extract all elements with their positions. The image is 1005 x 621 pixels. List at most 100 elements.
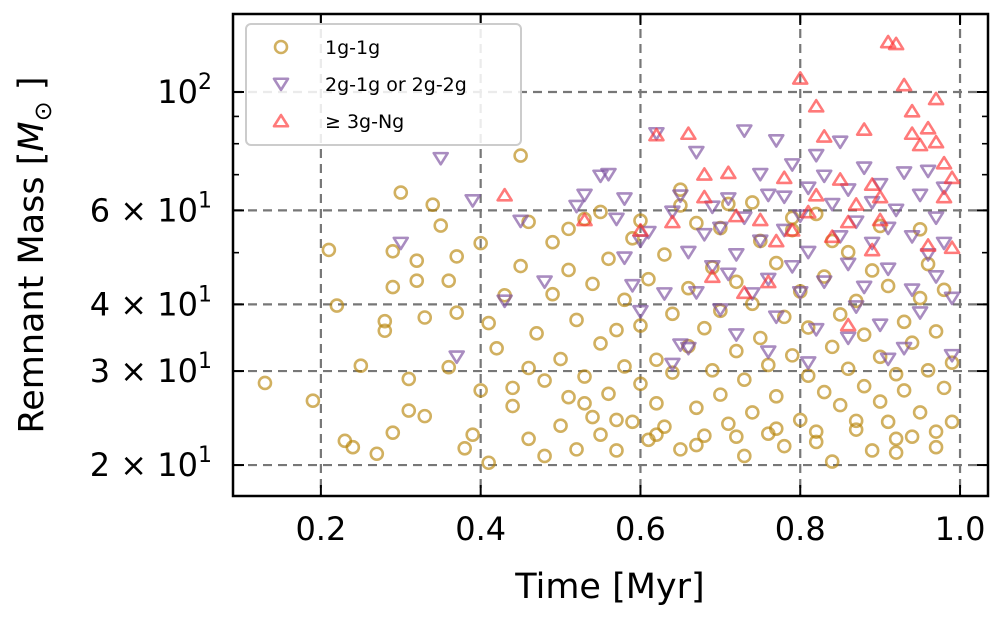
data-point (839, 317, 857, 332)
data-point (448, 350, 466, 365)
data-point (839, 257, 857, 272)
data-point (823, 229, 841, 244)
data-point (536, 275, 553, 290)
data-point (784, 348, 800, 363)
data-point (441, 359, 457, 375)
x-tick-label: 0.2 (295, 510, 346, 548)
data-point (768, 389, 784, 404)
data-point (465, 427, 480, 442)
legend-label: ≥ 3g-Ng (325, 111, 404, 133)
data-point (927, 91, 945, 106)
data-point (887, 36, 905, 51)
data-point (792, 412, 808, 428)
data-point (855, 122, 873, 136)
data-point (928, 439, 944, 455)
data-point (688, 145, 705, 160)
data-point (753, 330, 768, 346)
data-point (824, 339, 840, 355)
data-point (385, 425, 401, 440)
data-point (880, 414, 896, 430)
data-point (696, 167, 713, 181)
data-point (832, 397, 848, 413)
data-point (689, 437, 704, 453)
data-point (409, 273, 425, 289)
data-point (625, 230, 640, 246)
data-point (807, 322, 825, 337)
data-point (609, 443, 624, 458)
data-point (432, 151, 450, 166)
data-point (880, 278, 896, 294)
data-point (911, 306, 929, 320)
data-point (441, 273, 457, 289)
data-point (705, 362, 720, 378)
data-point (729, 343, 744, 359)
data-point (775, 190, 793, 205)
data-point (848, 413, 864, 429)
data-point (745, 195, 760, 210)
data-point (608, 212, 625, 227)
data-point (808, 424, 824, 439)
data-point (840, 361, 856, 377)
data-point (944, 355, 960, 371)
data-point (721, 196, 736, 212)
data-point (752, 212, 769, 227)
data-point (759, 274, 777, 289)
data-point (879, 352, 897, 367)
data-point (808, 206, 824, 222)
plot-frame (231, 12, 990, 498)
data-point (353, 358, 369, 374)
data-point (728, 208, 745, 223)
data-point (799, 204, 817, 219)
data-point (728, 328, 745, 342)
data-point (839, 331, 857, 346)
data-point (919, 120, 937, 135)
data-point (665, 306, 680, 322)
data-point (745, 405, 760, 420)
data-point (257, 375, 273, 391)
data-point (473, 235, 488, 251)
data-point (847, 300, 865, 314)
data-point (903, 126, 921, 141)
data-point (680, 341, 697, 356)
data-point (895, 77, 913, 92)
tick-labels: 0.2 0.4 0.6 0.8 1.0 2 × 101 3 × 101 4 × 101 6 × … (90, 70, 986, 548)
data-point (553, 418, 568, 434)
data-point (775, 170, 793, 185)
data-point (855, 280, 873, 295)
data-point (553, 351, 568, 367)
data-point (856, 327, 872, 342)
data-point (799, 356, 817, 370)
data-point (632, 304, 649, 319)
data-point (473, 383, 488, 398)
data-point (641, 271, 656, 287)
data-point (305, 393, 321, 408)
data-point (593, 336, 608, 351)
data-point (513, 258, 528, 274)
data-point (911, 188, 929, 203)
data-point (920, 362, 936, 378)
x-tick-label: 1.0 (935, 510, 986, 548)
data-point (888, 366, 904, 382)
data-point (783, 222, 801, 237)
data-point (728, 247, 745, 262)
data-point (697, 320, 712, 336)
data-point (791, 71, 809, 85)
data-point (496, 187, 513, 202)
data-point (943, 170, 961, 185)
y-axis-label: Remnant Mass [M⊙ ] (12, 76, 57, 433)
data-point (759, 188, 777, 203)
data-point (807, 148, 825, 163)
data-point (592, 169, 609, 184)
data-point (664, 357, 681, 372)
legend-marker (272, 113, 290, 128)
data-point (672, 189, 689, 204)
data-point (721, 416, 736, 432)
data-point (911, 137, 929, 152)
data-point (545, 286, 560, 302)
data-point (481, 455, 496, 471)
data-point (417, 408, 433, 424)
data-point (513, 148, 528, 163)
data-point (729, 429, 744, 445)
data-point (863, 177, 881, 192)
data-point (864, 443, 880, 458)
